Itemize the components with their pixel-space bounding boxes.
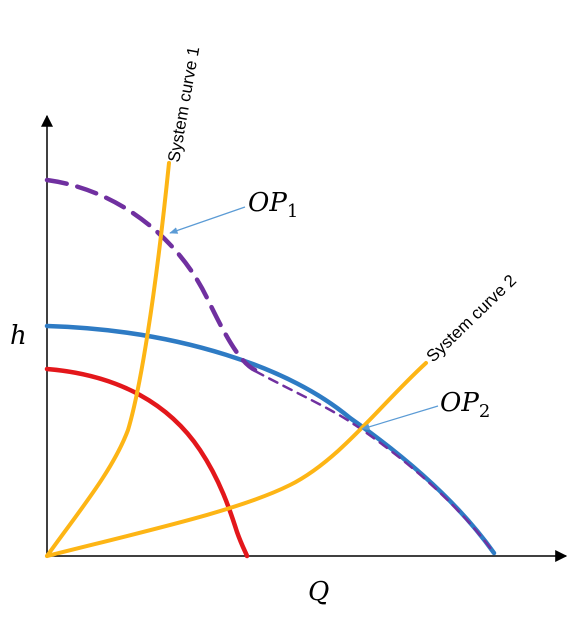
combined-curve-dashed xyxy=(44,177,258,373)
system-curve-2 xyxy=(45,361,428,558)
op2-label: OP2 xyxy=(440,388,490,422)
op1-main: OP xyxy=(248,188,287,218)
op2-pointer xyxy=(361,405,439,431)
op1-subscript: 1 xyxy=(287,201,298,222)
system-curve-1 xyxy=(45,161,171,558)
op1-pointer xyxy=(169,206,246,234)
op2-main: OP xyxy=(440,388,479,418)
y-axis-label: h xyxy=(10,321,27,351)
op2-subscript: 2 xyxy=(479,401,490,422)
x-axis-label: Q xyxy=(308,577,329,607)
op1-label: OP1 xyxy=(248,188,298,222)
pump-curve-blue xyxy=(44,323,497,556)
system-curve-2-label: System curve 2 xyxy=(423,271,520,366)
system-curve-1-label: System curve 1 xyxy=(164,45,203,164)
pump-curve-red xyxy=(44,366,250,559)
